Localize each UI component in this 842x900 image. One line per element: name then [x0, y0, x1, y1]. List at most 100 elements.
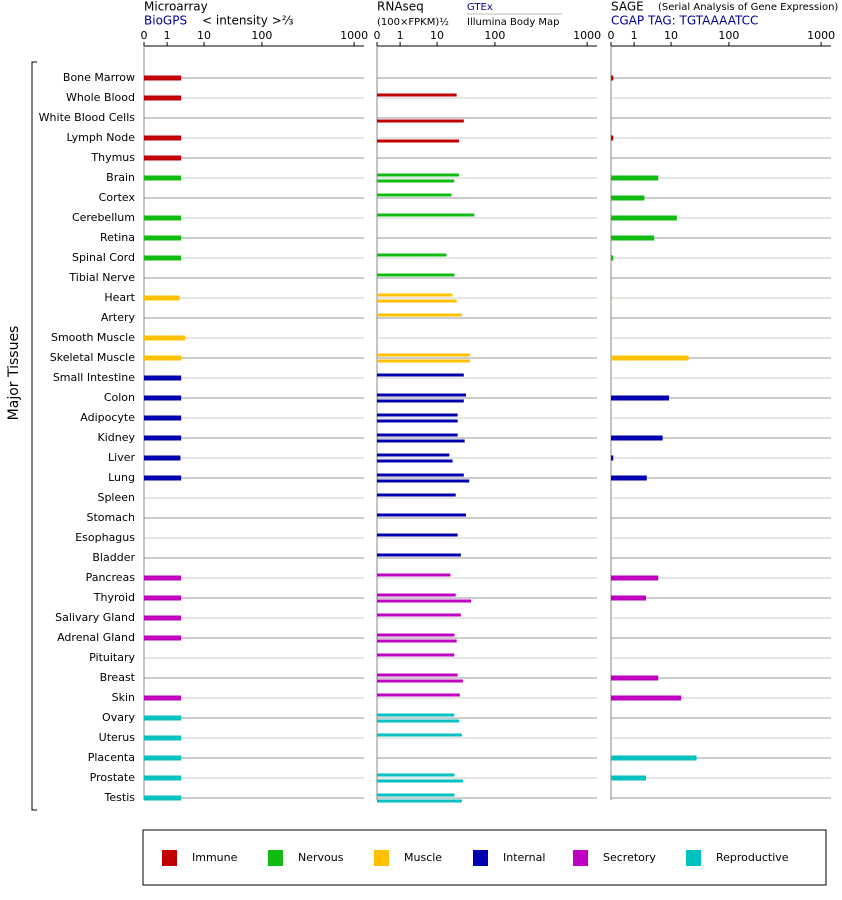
bar	[611, 215, 677, 221]
category-label: Smooth Muscle	[51, 331, 135, 344]
y-axis-label: Major Tissues	[6, 326, 22, 421]
bar	[377, 479, 470, 483]
bar	[611, 195, 645, 201]
bar	[377, 633, 455, 637]
bar	[377, 313, 462, 317]
category-label: White Blood Cells	[39, 111, 136, 124]
bar	[377, 713, 455, 717]
x-tick-label: 10	[664, 29, 678, 42]
bar	[144, 175, 182, 181]
series-name: BioGPS	[144, 14, 187, 28]
bar	[144, 135, 182, 141]
panel-subtitle: (100×FPKM)½	[377, 16, 449, 28]
bar	[611, 235, 655, 241]
bar	[611, 455, 614, 461]
bar	[377, 359, 470, 363]
x-tick-label: 10	[430, 29, 444, 42]
category-label: Small Intestine	[53, 371, 135, 384]
bar	[377, 119, 464, 123]
bar	[144, 455, 181, 461]
bar	[377, 373, 464, 377]
category-label: Placenta	[88, 751, 135, 764]
bar	[611, 775, 647, 781]
bar	[144, 355, 182, 361]
bar	[377, 719, 460, 723]
x-tick-label: 1000	[807, 29, 835, 42]
category-label: Spinal Cord	[72, 251, 135, 264]
bar	[377, 93, 457, 97]
bar	[377, 553, 461, 557]
bar	[144, 395, 182, 401]
bar	[144, 795, 182, 801]
bar	[611, 175, 659, 181]
x-tick-label: 1	[397, 29, 404, 42]
bar	[144, 215, 182, 221]
legend-swatch	[573, 850, 588, 866]
legend-swatch	[473, 850, 488, 866]
bar	[377, 179, 455, 183]
panel-title: RNAseq	[377, 0, 424, 14]
category-label: Adrenal Gland	[57, 631, 135, 644]
x-tick-label: 0	[608, 29, 615, 42]
legend-swatch	[162, 850, 177, 866]
bar	[144, 295, 180, 301]
x-tick-label: 0	[141, 29, 148, 42]
x-tick-label: 1	[631, 29, 638, 42]
bar	[377, 599, 472, 603]
bar	[611, 355, 689, 361]
bar	[611, 135, 614, 141]
category-label: Breast	[100, 671, 136, 684]
x-tick-label: 1000	[573, 29, 601, 42]
bar	[377, 473, 464, 477]
bar	[377, 253, 447, 257]
bar	[377, 593, 456, 597]
legend-label: Internal	[503, 851, 545, 864]
legend-label: Reproductive	[716, 851, 789, 864]
bar	[377, 399, 464, 403]
category-label: Retina	[100, 231, 135, 244]
category-label: Pancreas	[86, 571, 136, 584]
category-label: Prostate	[90, 771, 136, 784]
x-tick-label: 100	[251, 29, 272, 42]
panel-title: SAGE	[611, 0, 644, 14]
panel-title: Microarray	[144, 0, 208, 14]
series-name: GTEx	[467, 2, 493, 13]
bar	[144, 335, 186, 341]
x-tick-label: 10	[197, 29, 211, 42]
bar	[611, 395, 670, 401]
bar	[611, 575, 659, 581]
panel-subtitle: (Serial Analysis of Gene Expression)	[658, 2, 838, 13]
bar	[144, 575, 182, 581]
category-label: Artery	[101, 311, 136, 324]
x-tick-label: 100	[484, 29, 505, 42]
category-label: Salivary Gland	[55, 611, 135, 624]
bar	[611, 695, 682, 701]
bar	[377, 679, 463, 683]
bar	[377, 533, 458, 537]
category-label: Kidney	[97, 431, 135, 444]
bar	[144, 755, 182, 761]
bar	[377, 673, 458, 677]
category-label: Heart	[104, 291, 135, 304]
bar	[144, 635, 182, 641]
category-label: Liver	[108, 451, 135, 464]
bar	[377, 299, 457, 303]
category-label: Tibial Nerve	[68, 271, 135, 284]
legend-label: Immune	[192, 851, 238, 864]
bar	[144, 155, 182, 161]
bar	[377, 513, 466, 517]
bar	[144, 735, 182, 741]
bar	[144, 415, 182, 421]
bar	[377, 573, 451, 577]
bar	[377, 493, 456, 497]
category-label: Bladder	[92, 551, 135, 564]
category-label: Uterus	[99, 731, 136, 744]
panel-subtitle: < intensity >⅔	[202, 14, 294, 28]
bar	[377, 273, 455, 277]
bar	[144, 775, 182, 781]
bar	[144, 715, 182, 721]
bar	[377, 733, 462, 737]
bar	[377, 459, 453, 463]
bar	[144, 475, 182, 481]
